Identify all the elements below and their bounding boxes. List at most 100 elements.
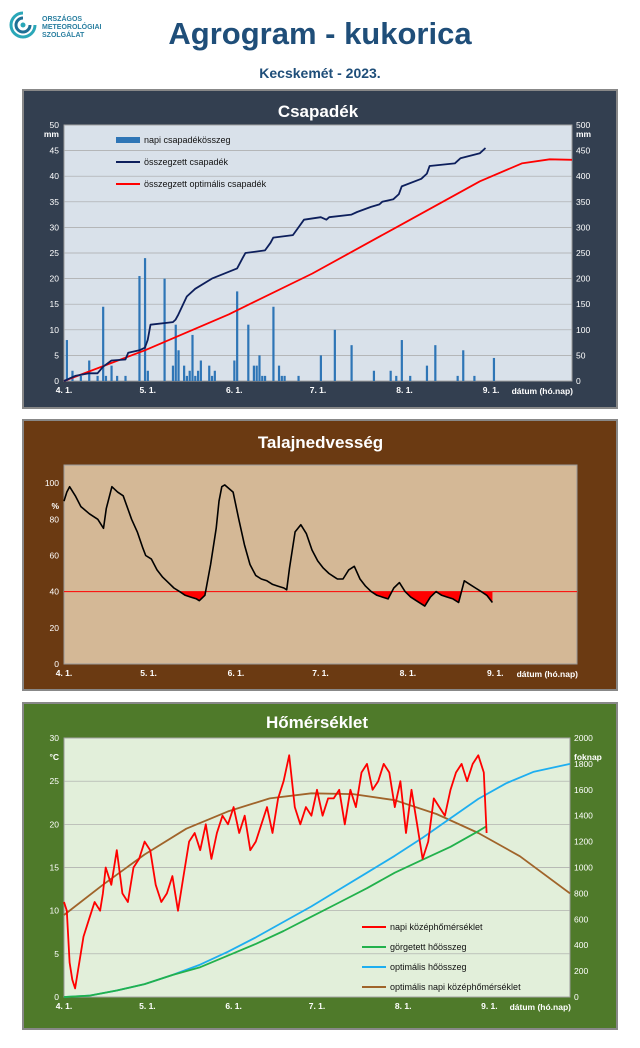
y-tick-label: 20 bbox=[50, 274, 60, 284]
precipitation-bar bbox=[462, 350, 465, 381]
precipitation-bar bbox=[280, 375, 283, 381]
chart-title: Csapadék bbox=[278, 102, 359, 121]
x-axis-label: dátum (hó.nap) bbox=[510, 1002, 572, 1012]
daily-mean-temperature-line bbox=[63, 754, 488, 990]
y-tick-label: 10 bbox=[50, 325, 60, 335]
precipitation-bar bbox=[194, 375, 197, 381]
logo-line-3: SZOLGÁLAT bbox=[42, 32, 85, 39]
y-tick-label: 35 bbox=[50, 197, 60, 207]
x-tick-label: 6. 1. bbox=[226, 385, 243, 395]
y2-axis-label: foknap bbox=[574, 752, 602, 762]
precipitation-bar bbox=[350, 345, 353, 381]
precipitation-bar bbox=[96, 375, 99, 381]
y-tick-label: 15 bbox=[50, 299, 60, 309]
precipitation-bar bbox=[116, 375, 119, 381]
x-tick-label: 6. 1. bbox=[225, 1001, 242, 1011]
legend-optimal-daily-mean-temperature-label: optimális napi középhőmérséklet bbox=[390, 982, 521, 992]
precipitation-bar bbox=[233, 360, 236, 381]
precipitation-bar bbox=[395, 375, 398, 381]
precipitation-bar bbox=[277, 365, 281, 381]
precipitation-bar bbox=[258, 355, 261, 381]
y2-tick-label: 0 bbox=[574, 992, 579, 1002]
legend-daily-mean-temperature-label: napi középhőmérséklet bbox=[390, 922, 483, 932]
precipitation-bar bbox=[247, 324, 250, 381]
precipitation-panel: Csapadék 0 5 10 15 20 25 30 35 40 45 50 0 50 100 150 200… bbox=[22, 89, 618, 409]
precipitation-bar bbox=[255, 365, 258, 381]
precipitation-bar bbox=[372, 370, 376, 381]
y-tick-label: 5 bbox=[54, 350, 59, 360]
precipitation-bar bbox=[104, 375, 108, 381]
y2-tick-label: 250 bbox=[576, 248, 590, 258]
y-tick-label: 25 bbox=[50, 248, 60, 258]
x-tick-label: 9. 1. bbox=[481, 1001, 498, 1011]
x-tick-label: 4. 1. bbox=[56, 668, 73, 678]
y-axis-label: °C bbox=[49, 752, 59, 762]
logo-line-2: METEOROLÓGIAI bbox=[42, 24, 102, 31]
x-tick-label: 7. 1. bbox=[310, 385, 327, 395]
y-tick-label: 40 bbox=[50, 171, 60, 181]
logo-line-1: ORSZÁGOS bbox=[42, 16, 83, 23]
precipitation-bar bbox=[456, 375, 459, 381]
y-axis-label: mm bbox=[44, 129, 60, 139]
y2-tick-label: 800 bbox=[574, 888, 588, 898]
precipitation-bar bbox=[188, 370, 191, 381]
precipitation-bar bbox=[263, 375, 267, 381]
y2-tick-label: 50 bbox=[576, 350, 586, 360]
precipitation-bar bbox=[138, 276, 141, 381]
chart-title: Hőmérséklet bbox=[266, 713, 368, 732]
precipitation-bar bbox=[79, 375, 82, 381]
legend-optimal-heat-sum-label: optimális hőösszeg bbox=[390, 962, 467, 972]
precipitation-bar bbox=[389, 370, 392, 381]
x-tick-label: 7. 1. bbox=[309, 1001, 326, 1011]
precipitation-bar bbox=[283, 375, 286, 381]
y-tick-label: 10 bbox=[50, 906, 60, 916]
precipitation-bar bbox=[171, 365, 175, 381]
omsz-logo: ORSZÁGOS METEOROLÓGIAI SZOLGÁLAT bbox=[8, 10, 118, 56]
y2-tick-label: 350 bbox=[576, 197, 590, 207]
y-tick-label: 0 bbox=[54, 376, 59, 386]
y2-tick-label: 200 bbox=[574, 966, 588, 976]
moisture-deficit-area bbox=[371, 591, 392, 599]
x-tick-label: 4. 1. bbox=[56, 1001, 73, 1011]
temperature-chart: Hőmérséklet 0 5 10 15 20 25 30 0 200 400 600 800 1000… bbox=[49, 713, 602, 1012]
x-tick-label: 4. 1. bbox=[56, 385, 73, 395]
precipitation-bar bbox=[199, 360, 202, 381]
y2-tick-label: 1200 bbox=[574, 837, 593, 847]
precipitation-bar bbox=[272, 306, 275, 381]
x-tick-label: 8. 1. bbox=[395, 1001, 412, 1011]
precipitation-bar bbox=[110, 365, 113, 381]
cumulative-precipitation-line bbox=[63, 147, 487, 382]
precipitation-bar bbox=[183, 365, 186, 381]
precipitation-bar bbox=[191, 334, 194, 381]
legend-daily-precipitation-label: napi csapadékösszeg bbox=[144, 135, 231, 145]
precipitation-bar bbox=[102, 306, 105, 381]
y-tick-label: 20 bbox=[50, 819, 60, 829]
legend-rolling-heat-sum-label: görgetett hőösszeg bbox=[390, 942, 467, 952]
x-tick-label: 5. 1. bbox=[139, 385, 156, 395]
precipitation-bar bbox=[177, 350, 180, 381]
y2-tick-label: 1000 bbox=[574, 863, 593, 873]
y2-tick-label: 600 bbox=[574, 914, 588, 924]
precipitation-bar bbox=[210, 375, 214, 381]
y-tick-label: 0 bbox=[54, 659, 59, 669]
y-tick-label: 50 bbox=[50, 120, 60, 130]
page-title: Agrogram - kukorica bbox=[168, 16, 472, 51]
y-tick-label: 100 bbox=[45, 478, 59, 488]
logo-text: ORSZÁGOS METEOROLÓGIAI SZOLGÁLAT bbox=[42, 16, 102, 40]
x-axis-label: dátum (hó.nap) bbox=[517, 669, 579, 679]
x-tick-label: 8. 1. bbox=[400, 668, 417, 678]
y2-axis-label: mm bbox=[576, 129, 592, 139]
precipitation-bar bbox=[163, 278, 166, 381]
y2-tick-label: 0 bbox=[576, 376, 581, 386]
precipitation-bar bbox=[71, 370, 74, 381]
optimal-cumulative-precipitation-line bbox=[63, 158, 573, 382]
x-tick-label: 6. 1. bbox=[228, 668, 245, 678]
logo-swirl-icon bbox=[9, 11, 37, 39]
precipitation-bar bbox=[261, 375, 264, 381]
y-tick-label: 25 bbox=[50, 776, 60, 786]
y-tick-label: 30 bbox=[50, 733, 60, 743]
y-tick-label: 40 bbox=[50, 587, 60, 597]
x-tick-label: 5. 1. bbox=[140, 668, 157, 678]
precipitation-bar bbox=[409, 375, 412, 381]
y2-tick-label: 1400 bbox=[574, 811, 593, 821]
